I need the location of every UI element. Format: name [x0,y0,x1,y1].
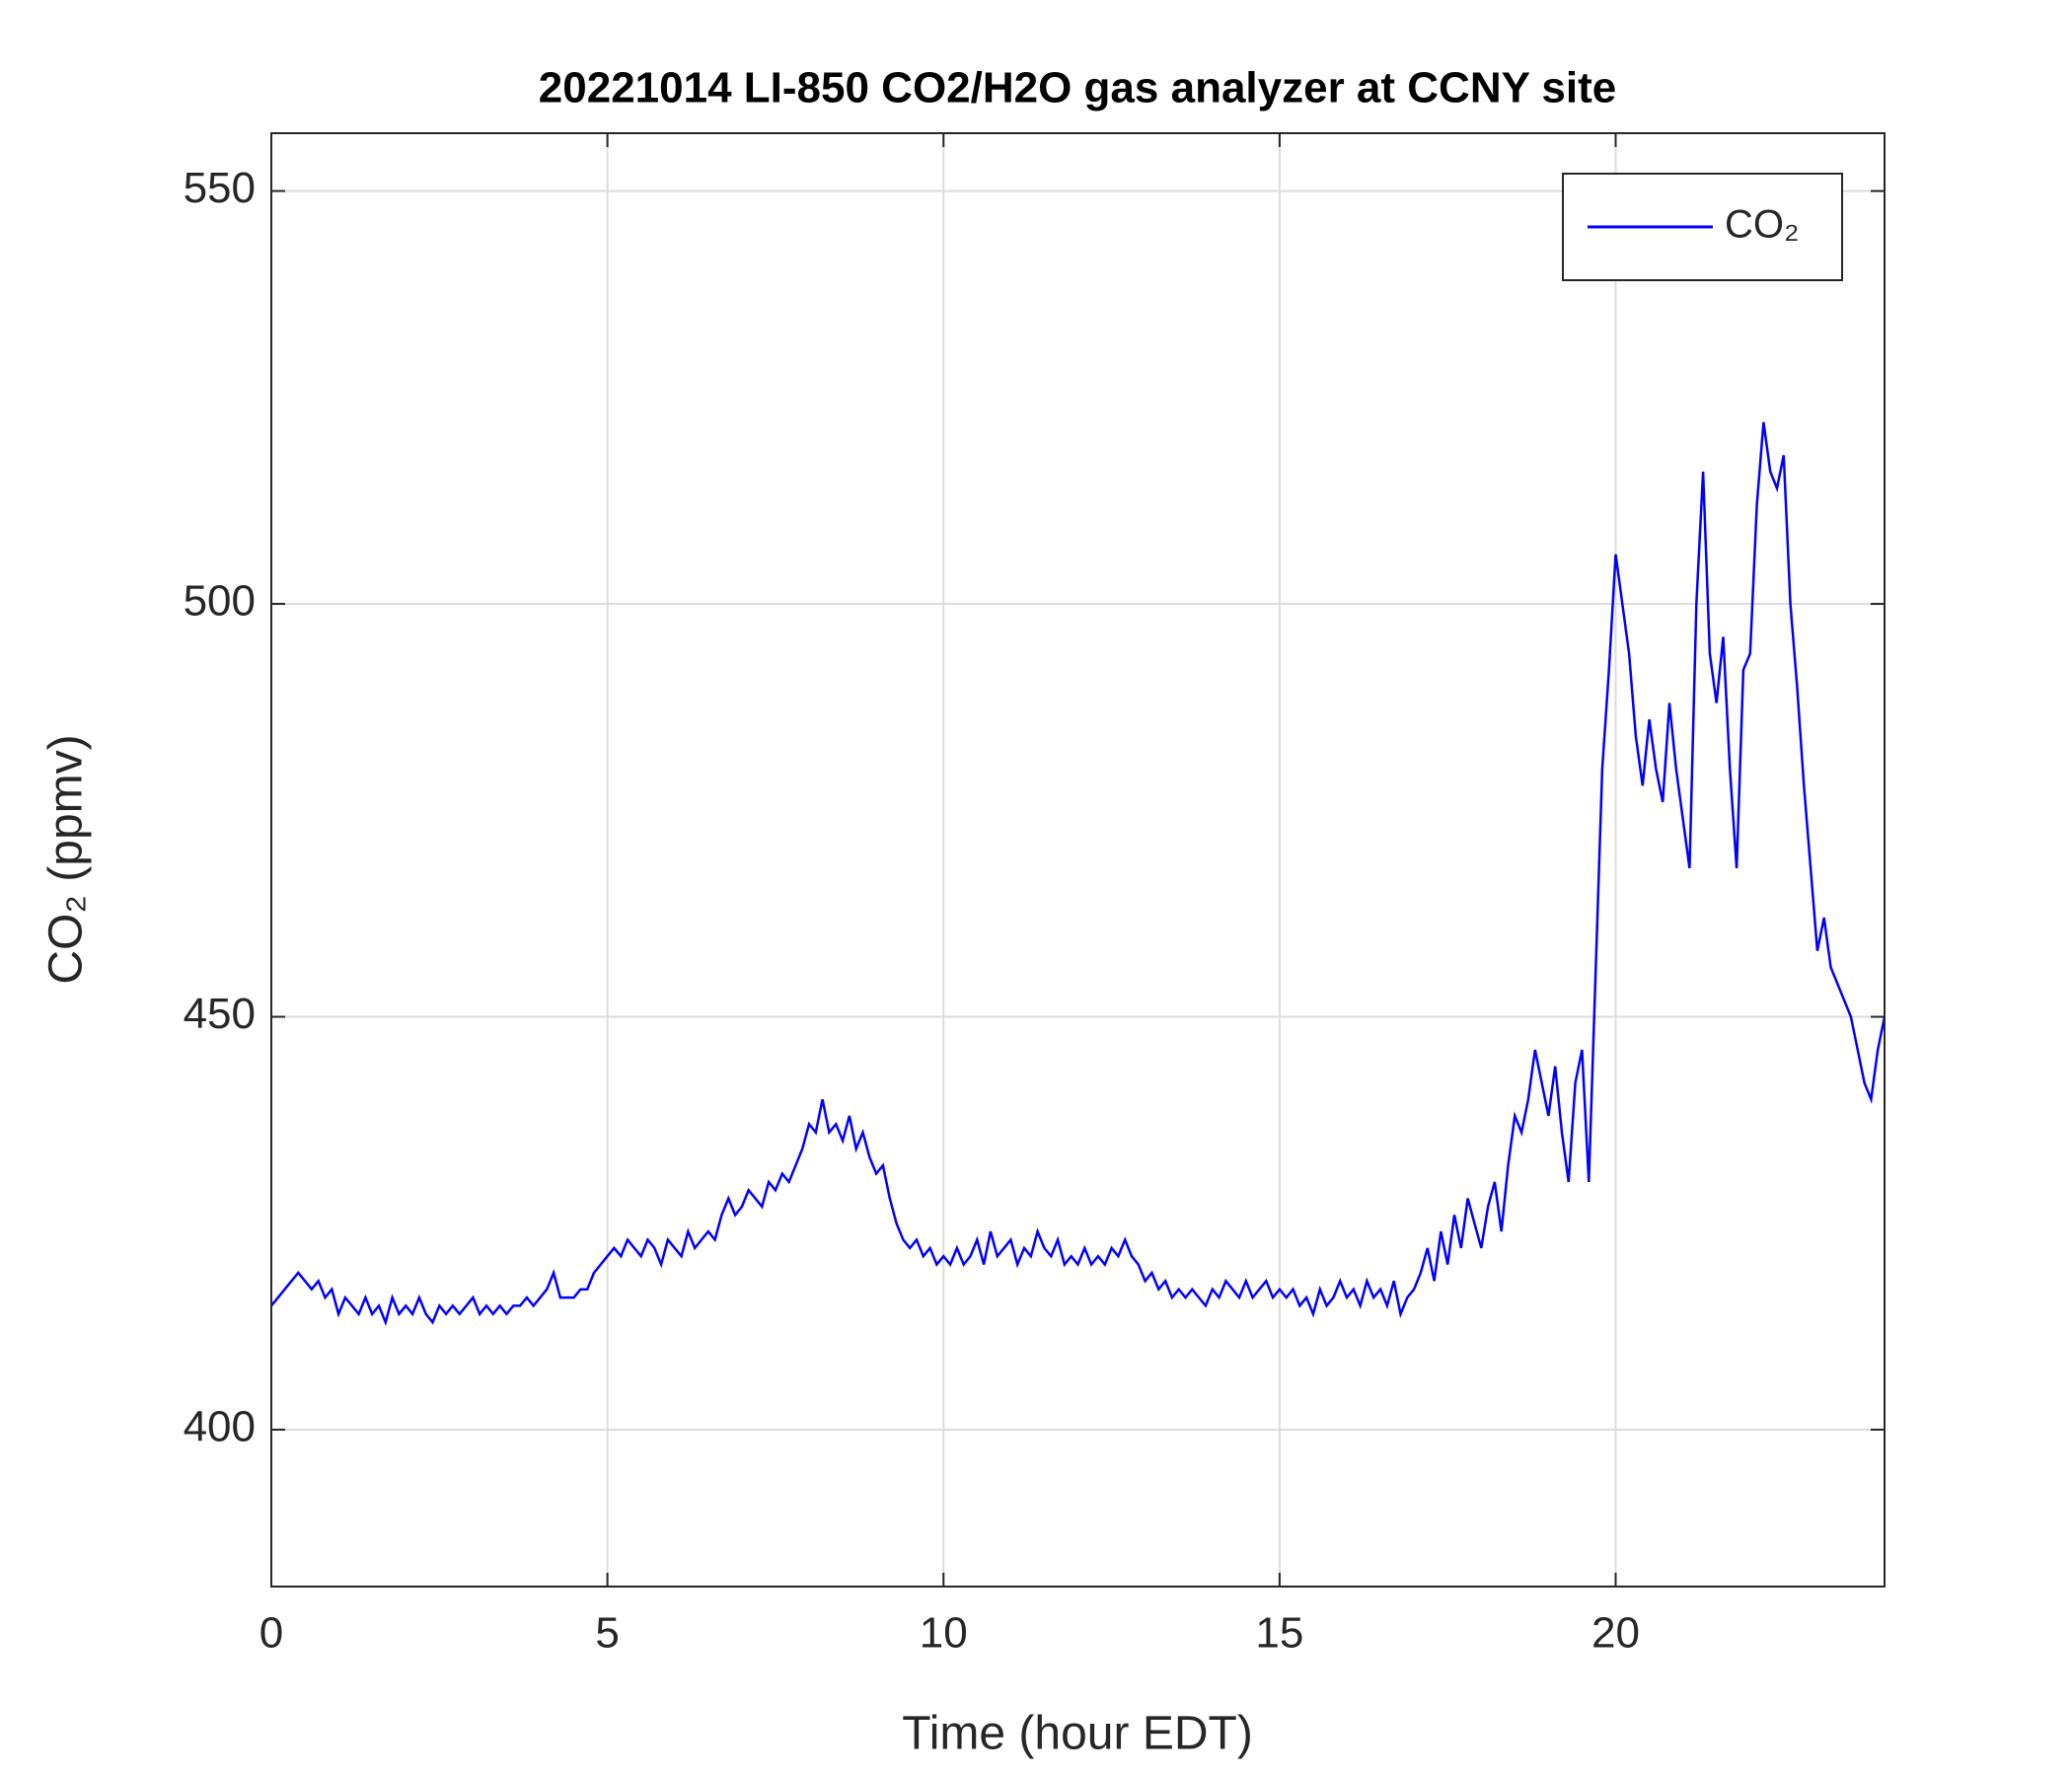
x-tick-label: 10 [920,1609,968,1658]
x-tick-label: 15 [1255,1609,1303,1658]
y-tick-label: 500 [184,577,256,626]
y-tick-label: 550 [184,164,256,212]
x-tick-label: 5 [595,1609,619,1658]
plot-frame [270,132,1886,1588]
x-tick-label: 0 [259,1609,283,1658]
y-axis-label: CO₂ (ppmv) [40,734,93,984]
y-tick-label: 450 [184,990,256,1038]
legend-label: CO₂ [1725,203,1800,247]
chart-title: 20221014 LI-850 CO2/H2O gas analyzer at … [539,64,1616,112]
y-tick-label: 400 [184,1403,256,1451]
data-line [270,421,1887,1327]
x-tick-label: 20 [1591,1609,1640,1658]
x-axis-label: Time (hour EDT) [902,1708,1253,1760]
